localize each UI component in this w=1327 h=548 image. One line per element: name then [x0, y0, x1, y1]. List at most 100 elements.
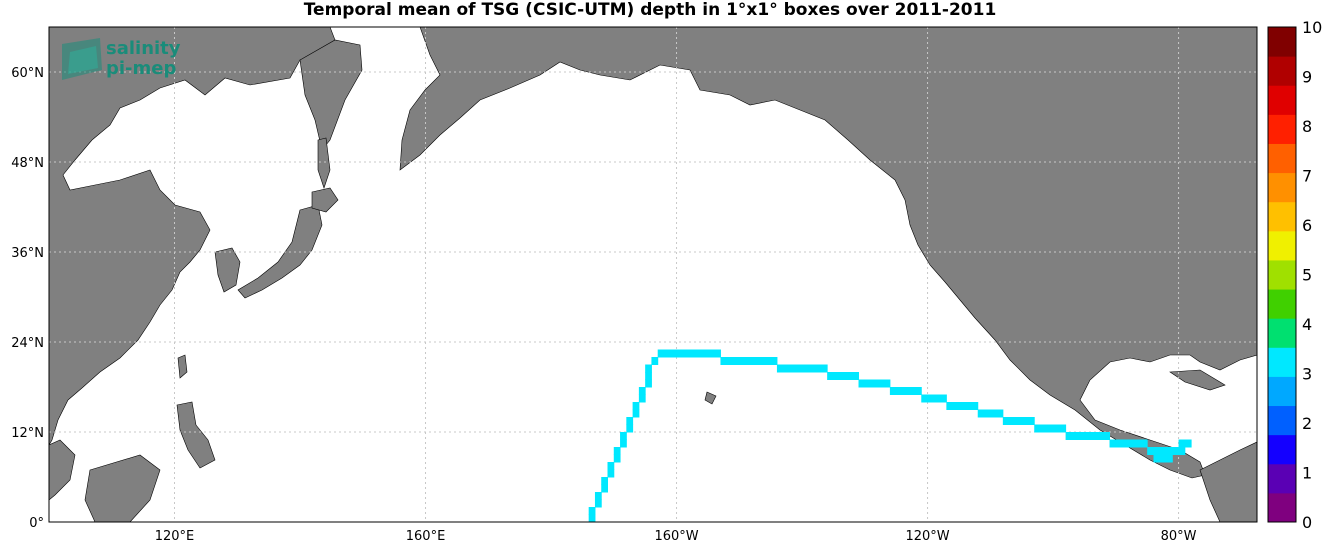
track-cell: [689, 349, 696, 358]
colorbar-swatch: [1268, 114, 1296, 144]
track-cell: [726, 357, 734, 365]
land-layer: [49, 27, 1257, 522]
track-cell: [1002, 417, 1010, 425]
colorbar-frame: [1267, 26, 1297, 523]
lon-tick-label: 120°W: [905, 529, 949, 544]
track-cell: [990, 409, 998, 418]
track-cell: [607, 462, 615, 470]
colorbar-swatch: [1268, 259, 1296, 290]
colorbar-tick-label: 6: [1302, 216, 1312, 235]
track-cell: [645, 372, 652, 380]
track-cell: [626, 424, 634, 433]
colorbar-swatch: [1268, 492, 1296, 523]
track-cell: [1103, 432, 1111, 440]
track-cell: [657, 349, 665, 358]
lat-tick-label: 24°N: [11, 336, 44, 351]
colorbar-tick-label: 7: [1302, 167, 1312, 186]
track-cell: [1040, 424, 1048, 433]
track-cell: [1140, 439, 1148, 448]
track-cell: [1096, 432, 1104, 440]
colorbar-swatch: [1268, 347, 1296, 377]
track-cell: [620, 432, 627, 440]
track-cell: [996, 409, 1004, 418]
track-cell: [940, 394, 947, 403]
colorbar-tick-label: 10: [1302, 18, 1322, 37]
land-asia: [49, 27, 336, 446]
colorbar-swatch: [1268, 289, 1296, 319]
salinity-pi-mep-logo: salinity pi-mep: [62, 38, 181, 80]
track-cell: [1015, 417, 1023, 425]
track-cell: [902, 387, 910, 395]
track-cell: [613, 447, 621, 455]
track-cell: [1184, 439, 1192, 448]
lon-tick-label: 80°W: [1161, 529, 1197, 544]
track-cell: [695, 349, 703, 358]
track-cell: [745, 357, 753, 365]
track-cell: [638, 394, 646, 403]
lat-tick-label: 60°N: [11, 66, 44, 81]
track-cell: [594, 492, 602, 500]
colorbar-swatch: [1268, 463, 1296, 494]
track-cell: [670, 349, 678, 358]
logo-line1: salinity: [106, 38, 181, 59]
track-cell: [833, 372, 841, 380]
land-hawaii: [704, 391, 717, 405]
lat-tick-label: 48°N: [11, 156, 44, 171]
track-cell: [632, 409, 640, 418]
track-cell: [814, 364, 822, 373]
track-cell: [707, 349, 715, 358]
colorbar-tick-label: 3: [1302, 365, 1312, 384]
track-cell: [1084, 432, 1092, 440]
track-cell: [984, 409, 991, 418]
track-cell: [783, 364, 790, 373]
track-cell: [638, 387, 646, 395]
track-cell: [1147, 447, 1154, 455]
track-cell: [1128, 439, 1136, 448]
track-cell: [1078, 432, 1085, 440]
lon-tick-label: 120°E: [155, 529, 195, 544]
longitude-labels: 120°E 160°E 160°W 120°W 80°W: [155, 529, 1197, 544]
track-cell: [871, 379, 878, 388]
colorbar-tick-label: 8: [1302, 117, 1312, 136]
track-cell: [852, 372, 860, 380]
track-cell: [965, 402, 972, 410]
track-cell: [588, 507, 596, 515]
track-cell: [1134, 439, 1142, 448]
track-cell: [789, 364, 797, 373]
track-cell: [845, 372, 853, 380]
colorbar-swatch: [1268, 230, 1296, 261]
track-cell: [607, 469, 615, 478]
track-cell: [682, 349, 690, 358]
colorbar-swatch: [1268, 405, 1296, 436]
land-japan-hokkaido: [311, 187, 339, 213]
track-cell: [613, 454, 621, 463]
logo-line2: pi-mep: [106, 58, 176, 79]
track-cell: [896, 387, 903, 395]
track-cell: [1046, 424, 1054, 433]
track-cell: [802, 364, 809, 373]
track-cell: [645, 379, 652, 388]
track-cell: [858, 379, 866, 388]
colorbar-tick-label: 1: [1302, 464, 1312, 483]
track-cell: [720, 357, 728, 365]
colorbar: 0 1 2 3 4 5 6 7 8 9 10: [1267, 18, 1322, 532]
track-cell: [883, 379, 891, 388]
track-cell: [808, 364, 816, 373]
colorbar-swatch: [1268, 376, 1296, 407]
land-indochina: [49, 439, 76, 501]
land-south-america: [1199, 441, 1257, 522]
track-cell: [839, 372, 847, 380]
land-korea: [214, 247, 241, 293]
track-cell: [889, 387, 897, 395]
track-cell: [676, 349, 684, 358]
track-cell: [645, 364, 652, 373]
track-cell: [827, 372, 834, 380]
track-cell: [1153, 447, 1161, 455]
track-cell: [776, 364, 784, 373]
track-cell: [601, 484, 609, 493]
track-cell: [758, 357, 765, 365]
track-cell: [1059, 424, 1067, 433]
land-borneo: [84, 454, 161, 522]
colorbar-swatch: [1268, 434, 1296, 465]
